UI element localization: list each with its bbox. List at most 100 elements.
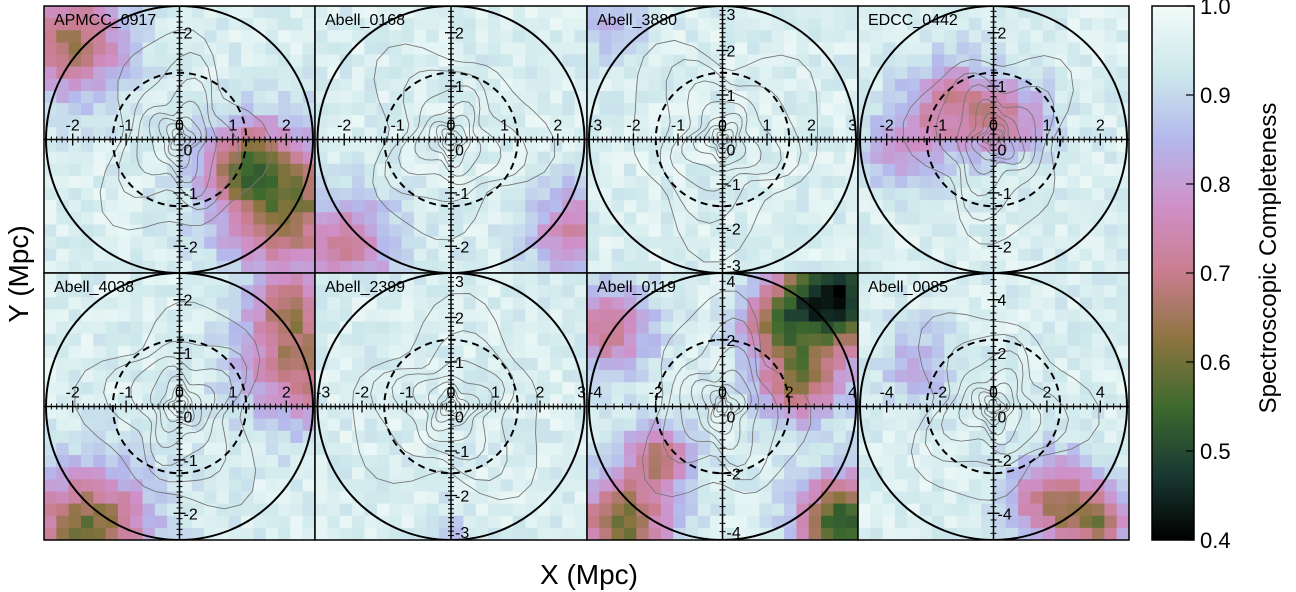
heatmap-cell: [488, 78, 502, 92]
heatmap-cell: [907, 6, 921, 19]
heatmap-cell: [1018, 42, 1032, 56]
heatmap-cell: [80, 163, 94, 177]
heatmap-cell: [710, 90, 724, 104]
y-tick-label: 2: [998, 346, 1007, 363]
colorbar-tick-label: 1.0: [1200, 0, 1231, 19]
heatmap-cell: [364, 273, 378, 286]
heatmap-cell: [438, 503, 452, 517]
heatmap-cell: [1030, 30, 1044, 44]
heatmap-cell: [327, 515, 341, 529]
heatmap-cell: [376, 503, 390, 517]
heatmap-cell: [1079, 175, 1093, 189]
heatmap-cell: [673, 224, 687, 238]
heatmap-cell: [389, 18, 403, 31]
heatmap-cell: [599, 527, 613, 540]
heatmap-cell: [488, 382, 502, 395]
heatmap-cell: [315, 273, 328, 286]
heatmap-cell: [1055, 503, 1069, 517]
heatmap-cell: [1104, 236, 1118, 250]
heatmap-cell: [611, 527, 625, 540]
heatmap-cell: [808, 491, 822, 505]
heatmap-cell: [413, 370, 427, 383]
heatmap-cell: [1079, 297, 1093, 311]
heatmap-cell: [117, 248, 131, 262]
heatmap-cell: [56, 18, 70, 31]
heatmap-cell: [117, 357, 131, 371]
heatmap-cell: [623, 455, 637, 468]
heatmap-cell: [1005, 297, 1019, 311]
heatmap-cell: [302, 42, 315, 56]
heatmap-cell: [747, 430, 761, 444]
heatmap-cell: [858, 285, 871, 298]
heatmap-cell: [882, 430, 896, 444]
heatmap-cell: [685, 30, 699, 44]
heatmap-cell: [734, 200, 748, 213]
heatmap-cell: [587, 6, 600, 19]
heatmap-cell: [154, 188, 168, 201]
heatmap-cell: [167, 321, 181, 335]
heatmap-cell: [463, 248, 477, 262]
heatmap-cell: [68, 455, 82, 468]
heatmap-cell: [352, 357, 366, 371]
heatmap-cell: [648, 321, 662, 335]
heatmap-cell: [339, 200, 353, 213]
heatmap-cell: [944, 163, 958, 177]
heatmap-cell: [1005, 200, 1019, 213]
heatmap-cell: [278, 139, 291, 153]
y-tick-label: -2: [184, 239, 198, 256]
heatmap-cell: [191, 503, 205, 517]
heatmap-cell: [833, 163, 847, 177]
heatmap-cell: [993, 370, 1007, 383]
heatmap-cell: [154, 467, 168, 480]
heatmap-cell: [1042, 467, 1056, 480]
heatmap-cell: [167, 78, 181, 92]
heatmap-cell: [648, 188, 662, 201]
heatmap-cell: [401, 455, 415, 468]
heatmap-cell: [1116, 236, 1129, 250]
heatmap-cell: [821, 151, 834, 165]
heatmap-cell: [228, 54, 242, 68]
heatmap-cell: [241, 163, 255, 177]
heatmap-cell: [130, 406, 144, 420]
heatmap-cell: [376, 30, 390, 44]
heatmap-cell: [796, 455, 810, 468]
heatmap-cell: [710, 115, 724, 128]
heatmap-cell: [105, 406, 119, 420]
heatmap-cell: [265, 90, 279, 104]
heatmap-cell: [475, 321, 489, 335]
heatmap-cell: [1092, 345, 1105, 359]
heatmap-cell: [1030, 515, 1044, 529]
heatmap-cell: [747, 66, 761, 80]
heatmap-cell: [142, 297, 156, 311]
heatmap-cell: [216, 103, 230, 116]
heatmap-cell: [1104, 309, 1118, 323]
heatmap-cell: [241, 175, 255, 189]
heatmap-cell: [80, 18, 94, 31]
heatmap-cell: [981, 30, 995, 44]
heatmap-cell: [537, 467, 551, 480]
heatmap-cell: [808, 430, 822, 444]
heatmap-cell: [1067, 285, 1081, 298]
heatmap-cell: [821, 515, 834, 529]
heatmap-cell: [364, 309, 378, 323]
heatmap-cell: [784, 127, 798, 141]
heatmap-cell: [512, 78, 526, 92]
heatmap-cell: [438, 90, 452, 104]
heatmap-cell: [537, 151, 551, 165]
heatmap-cell: [80, 115, 94, 128]
heatmap-cell: [512, 430, 526, 444]
heatmap-cell: [648, 90, 662, 104]
heatmap-cell: [673, 90, 687, 104]
heatmap-cell: [968, 248, 982, 262]
heatmap-cell: [697, 236, 711, 250]
heatmap-cell: [1079, 515, 1093, 529]
heatmap-cell: [1067, 175, 1081, 189]
heatmap-cell: [364, 297, 378, 311]
heatmap-cell: [956, 430, 970, 444]
heatmap-cell: [734, 467, 748, 480]
heatmap-cell: [549, 90, 563, 104]
heatmap-cell: [574, 151, 587, 165]
heatmap-cell: [759, 503, 773, 517]
heatmap-cell: [142, 151, 156, 165]
